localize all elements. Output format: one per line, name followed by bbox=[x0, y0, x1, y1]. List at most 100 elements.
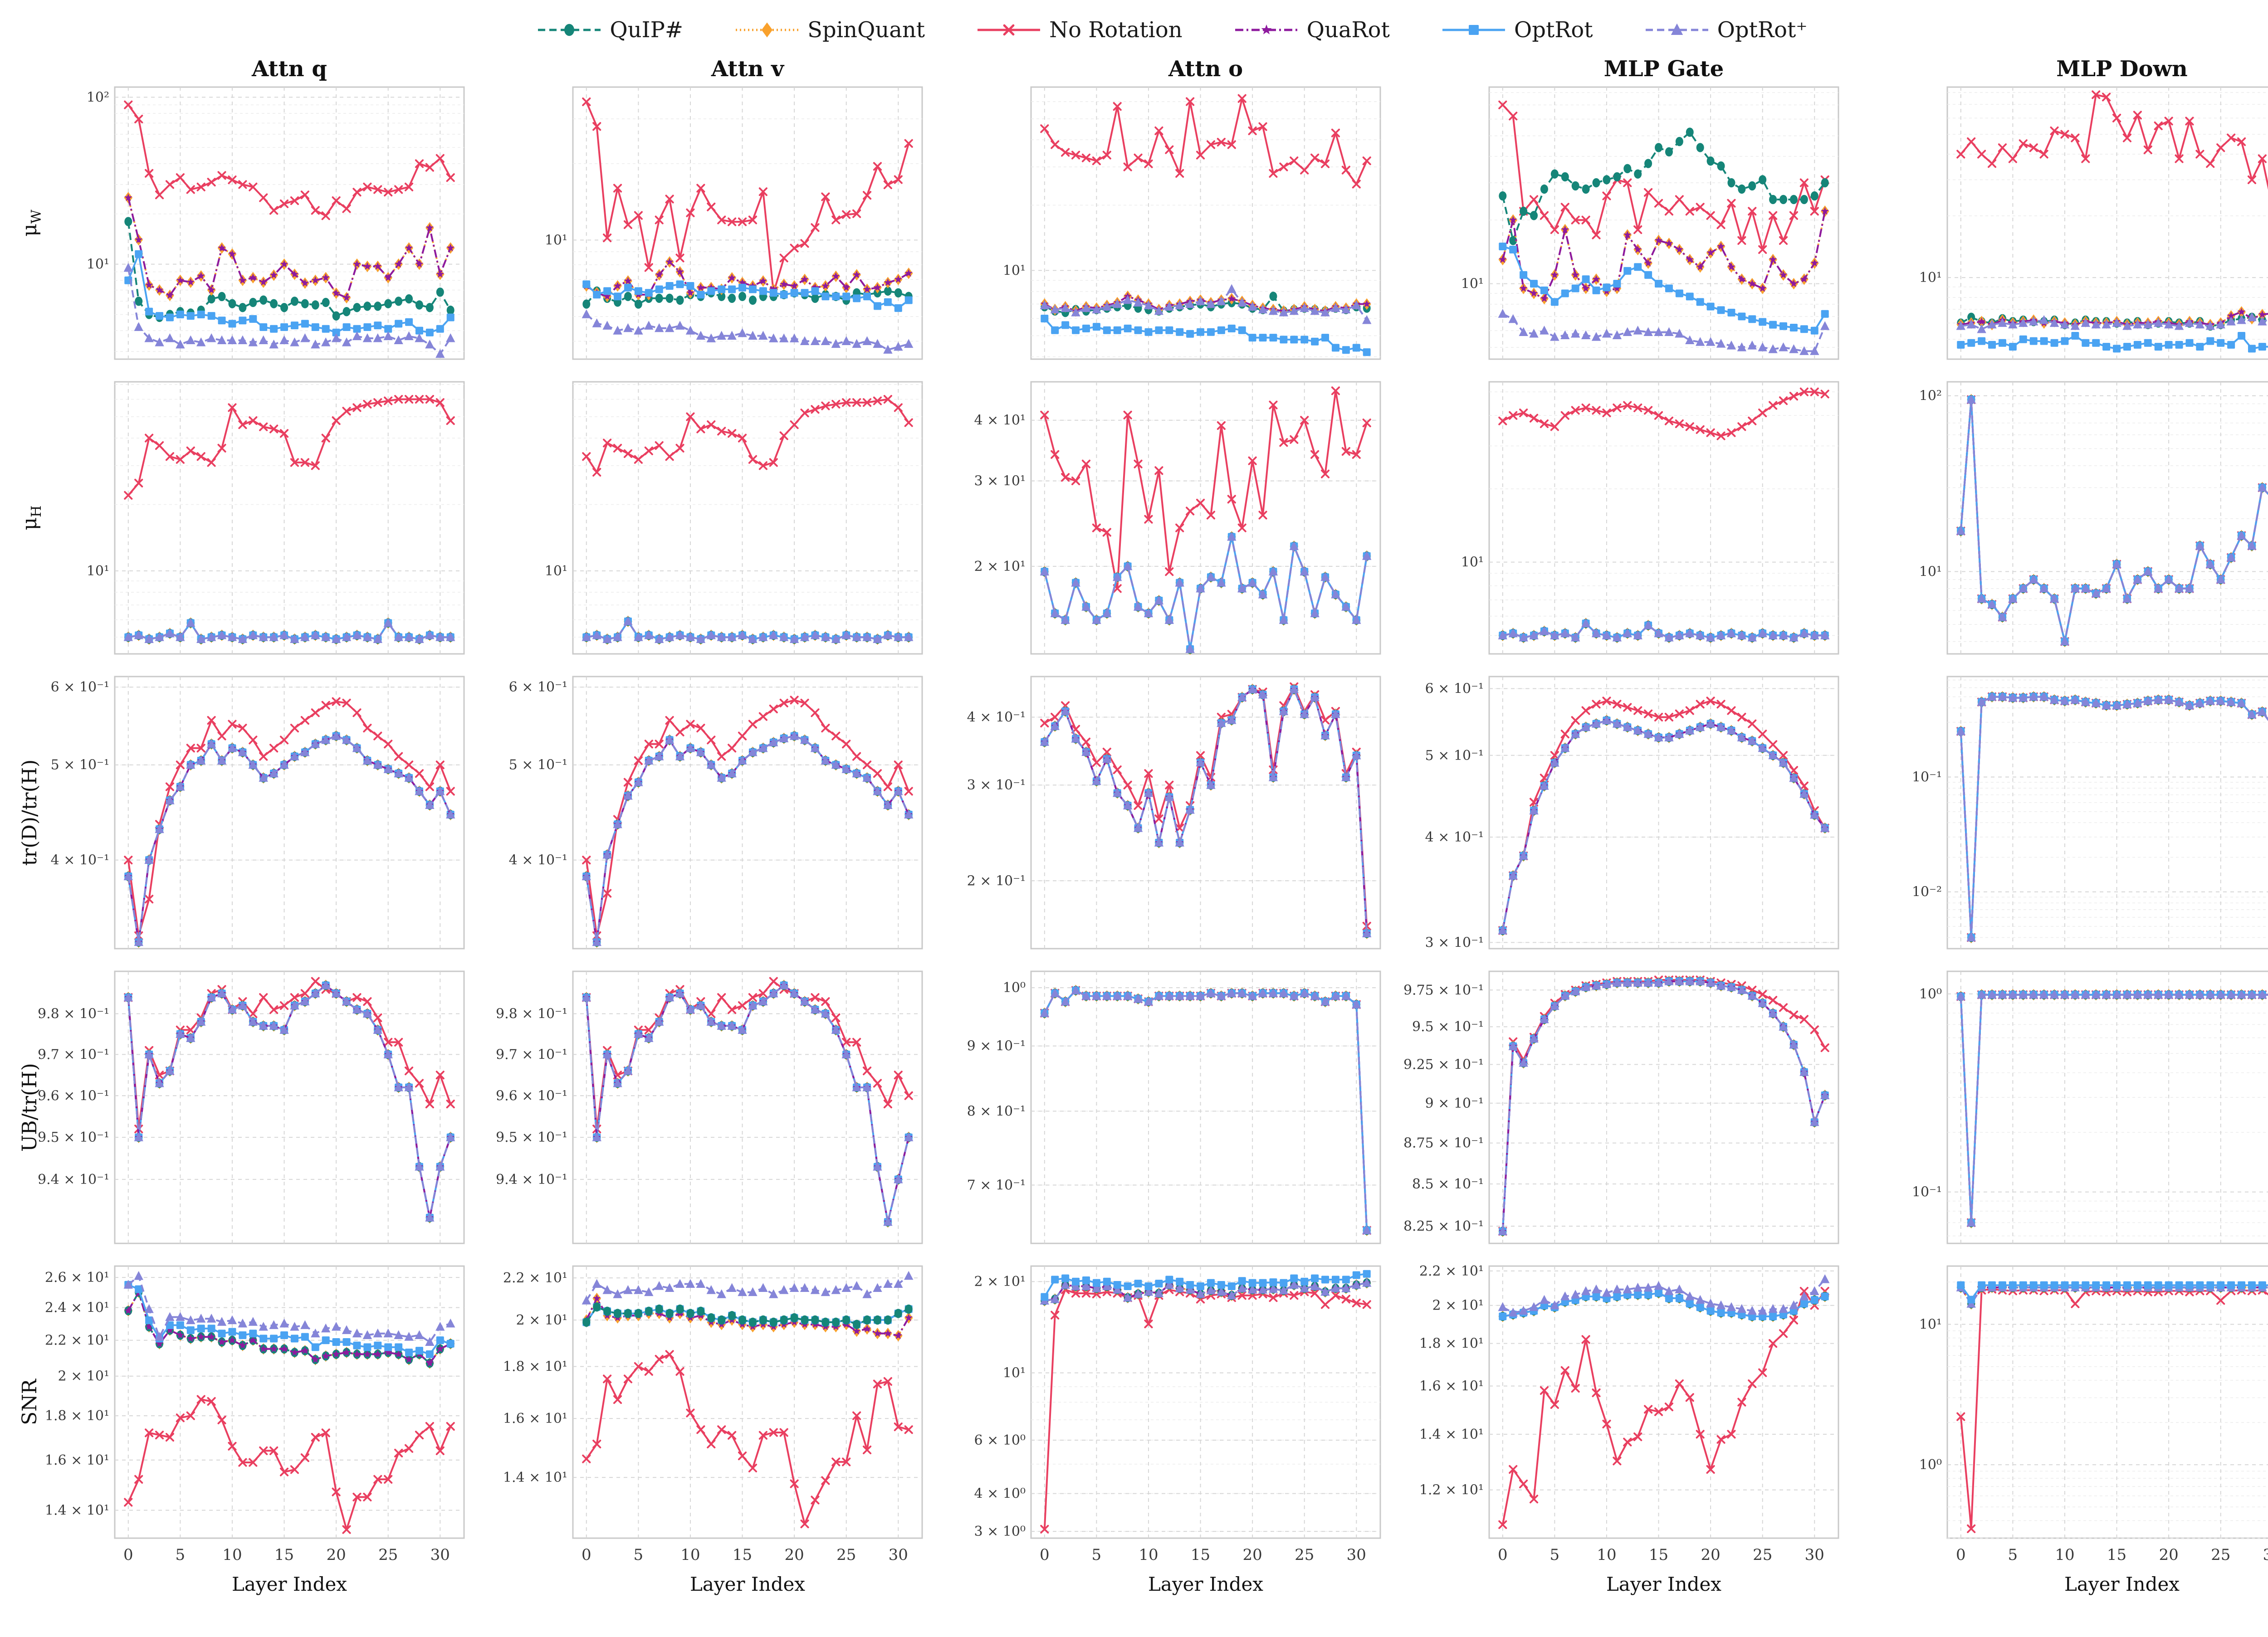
subplot-attn-v-snr: 2.2 × 10¹ 2 × 10¹ 1.8 × 10¹ 1.6 × 10¹ 1.4 × … bbox=[471, 1261, 929, 1601]
y-tick-label: 10¹ bbox=[545, 563, 567, 579]
y-tick-label: 9.6 × 10⁻¹ bbox=[38, 1088, 109, 1104]
y-tick-label: 10² bbox=[1919, 388, 1942, 404]
x-tick-label: 30 bbox=[889, 1546, 908, 1564]
y-tick-label: 10⁰ bbox=[1919, 986, 1942, 1002]
subplot-attn-o-ub_trh: 10⁰ 9 × 10⁻¹ 8 × 10⁻¹ 7 × 10⁻¹ bbox=[929, 966, 1387, 1261]
x-marker-icon bbox=[978, 24, 1041, 36]
subplot-canvas: 9.75 × 10⁻¹ 9.5 × 10⁻¹ 9.25 × 10⁻¹ 9 × 10⁻¹… bbox=[1403, 970, 1839, 1244]
x-tick-label: 30 bbox=[2263, 1546, 2268, 1564]
y-tick-label: 4 × 10⁻¹ bbox=[509, 853, 567, 868]
y-tick-label: 6 × 10⁻¹ bbox=[509, 679, 567, 695]
subplot-canvas: 6 × 10⁻¹ 5 × 10⁻¹ 4 × 10⁻¹ 3 × 10⁻¹ bbox=[1425, 676, 1839, 950]
subplot-canvas: 10⁻¹ 10⁻² bbox=[1912, 676, 2268, 950]
subplot-canvas: 10² 10¹ μW bbox=[18, 86, 465, 360]
x-tick-label: 5 bbox=[1092, 1546, 1102, 1564]
y-tick-label: 10⁰ bbox=[1003, 980, 1026, 996]
x-tick-label: 25 bbox=[378, 1546, 398, 1564]
y-tick-label: 9.4 × 10⁻¹ bbox=[496, 1172, 567, 1188]
y-tick-label: 6 × 10⁻¹ bbox=[51, 679, 109, 695]
y-tick-label: 8.75 × 10⁻¹ bbox=[1403, 1135, 1484, 1151]
subplot-attn-v-mu_w: Attn v 10¹ bbox=[471, 52, 929, 376]
x-tick-label: 0 bbox=[123, 1546, 133, 1564]
x-tick-label: 5 bbox=[634, 1546, 644, 1564]
y-tick-label: 4 × 10⁻¹ bbox=[1425, 829, 1484, 845]
y-tick-label: 2 × 10¹ bbox=[58, 1369, 110, 1384]
y-tick-label: 3 × 10⁻¹ bbox=[1425, 935, 1484, 950]
column-title: MLP Down bbox=[2056, 56, 2188, 82]
series-line-optrot- bbox=[1960, 994, 2268, 1224]
subplot-attn-v-mu_h: 10¹ bbox=[471, 376, 929, 671]
y-tick-label: 5 × 10⁻¹ bbox=[1425, 748, 1484, 764]
y-tick-label: 1.4 × 10¹ bbox=[503, 1470, 567, 1486]
x-tick-label: 30 bbox=[430, 1546, 450, 1564]
subplot-canvas: 10¹ bbox=[545, 86, 923, 360]
subplot-attn-o-snr: 2 × 10¹ 10¹ 6 × 10⁰ 4 × 10⁰ 3 × 10⁰ 0 5 10 15 20 2… bbox=[929, 1261, 1387, 1601]
y-tick-label: 2.6 × 10¹ bbox=[45, 1270, 109, 1286]
subplot-mlp-down-mu_h: 10² 10¹ bbox=[1845, 376, 2268, 671]
subplot-canvas: 2 × 10¹ 10¹ 6 × 10⁰ 4 × 10⁰ 3 × 10⁰ 0 5 10 15 20 2… bbox=[974, 1265, 1381, 1595]
x-axis-label: Layer Index bbox=[2064, 1573, 2180, 1595]
y-tick-label: 2 × 10¹ bbox=[1432, 1298, 1484, 1314]
y-tick-label: 9.7 × 10⁻¹ bbox=[38, 1047, 109, 1062]
subplot-canvas: 10¹ bbox=[1461, 381, 1839, 655]
subplot-canvas: 10² 10¹ bbox=[1919, 381, 2268, 655]
subplot-canvas: 10⁰ 9 × 10⁻¹ 8 × 10⁻¹ 7 × 10⁻¹ bbox=[967, 970, 1381, 1244]
y-tick-label: 9.25 × 10⁻¹ bbox=[1403, 1057, 1484, 1072]
series-line-no-rotation bbox=[585, 101, 910, 294]
x-tick-label: 0 bbox=[1498, 1546, 1508, 1564]
y-tick-label: 2 × 10⁻¹ bbox=[967, 873, 1026, 889]
x-tick-label: 10 bbox=[2055, 1546, 2074, 1564]
subplot-attn-q-trd_trh: 6 × 10⁻¹ 5 × 10⁻¹ 4 × 10⁻¹ tr(D)/tr(H) bbox=[13, 671, 471, 966]
subplot-mlp-down-trd_trh: 10⁻¹ 10⁻² bbox=[1845, 671, 2268, 966]
subplot-canvas: 4 × 10¹ 3 × 10¹ 2 × 10¹ bbox=[974, 381, 1381, 655]
y-tick-label: 10⁰ bbox=[1919, 1457, 1942, 1473]
series-line-no-rotation bbox=[127, 1398, 452, 1531]
x-tick-label: 20 bbox=[1701, 1546, 1720, 1564]
subplot-mlp-down-mu_w: MLP Down 10¹ bbox=[1845, 52, 2268, 376]
y-tick-label: 10² bbox=[87, 89, 109, 105]
subplot-canvas: 10¹ bbox=[1461, 86, 1839, 360]
subplot-attn-q-mu_w: Attn q 10² 10¹ μW bbox=[13, 52, 471, 376]
x-tick-label: 25 bbox=[1295, 1546, 1314, 1564]
x-tick-label: 15 bbox=[2107, 1546, 2126, 1564]
x-tick-label: 15 bbox=[274, 1546, 294, 1564]
y-tick-label: 1.8 × 10¹ bbox=[1419, 1336, 1484, 1352]
y-tick-label: 1.6 × 10¹ bbox=[503, 1411, 567, 1427]
y-tick-label: 9.5 × 10⁻¹ bbox=[496, 1130, 567, 1145]
y-tick-label: 10⁻² bbox=[1912, 884, 1942, 900]
x-tick-label: 30 bbox=[1347, 1546, 1366, 1564]
square-marker-icon bbox=[1442, 25, 1505, 35]
y-tick-label: 10⁻¹ bbox=[1912, 770, 1942, 785]
diamond-marker-icon bbox=[736, 22, 799, 38]
y-tick-label: 9.75 × 10⁻¹ bbox=[1403, 982, 1484, 998]
x-tick-label: 20 bbox=[784, 1546, 804, 1564]
chart-grid: Attn q 10² 10¹ μW Attn v 10¹ Attn o 10¹ MLP Gate… bbox=[0, 52, 2268, 1601]
subplot-mlp-gate-mu_h: 10¹ bbox=[1387, 376, 1845, 671]
x-tick-label: 10 bbox=[222, 1546, 242, 1564]
y-tick-label: 4 × 10⁰ bbox=[974, 1486, 1026, 1502]
subplot-attn-q-mu_h: 10¹ μH bbox=[13, 376, 471, 671]
row-label: UB/tr(H) bbox=[18, 1063, 41, 1152]
subplot-canvas: 6 × 10⁻¹ 5 × 10⁻¹ 4 × 10⁻¹ bbox=[509, 676, 923, 950]
y-tick-label: 2.4 × 10¹ bbox=[45, 1300, 109, 1316]
legend-label: OptRot bbox=[1514, 17, 1593, 43]
x-tick-label: 5 bbox=[2008, 1546, 2018, 1564]
y-tick-label: 5 × 10⁻¹ bbox=[509, 757, 567, 773]
x-tick-label: 30 bbox=[1805, 1546, 1824, 1564]
subplot-mlp-down-ub_trh: 10⁰ 10⁻¹ bbox=[1845, 966, 2268, 1261]
chart-row-3: 9.8 × 10⁻¹ 9.7 × 10⁻¹ 9.6 × 10⁻¹ 9.5 × 10⁻¹… bbox=[13, 966, 2268, 1261]
x-tick-label: 5 bbox=[1550, 1546, 1560, 1564]
x-axis-label: Layer Index bbox=[1606, 1573, 1721, 1595]
subplot-attn-o-mu_w: Attn o 10¹ bbox=[929, 52, 1387, 376]
legend-item-no-rotation: No Rotation bbox=[975, 17, 1183, 43]
y-tick-label: 9 × 10⁻¹ bbox=[967, 1038, 1026, 1054]
y-tick-label: 7 × 10⁻¹ bbox=[967, 1177, 1026, 1193]
subplot-mlp-down-snr: 10¹ 10⁰ 0 5 10 15 20 25 30 Layer Index bbox=[1845, 1261, 2268, 1601]
legend-label: OptRot⁺ bbox=[1717, 17, 1808, 43]
subplot-canvas: 2.6 × 10¹ 2.4 × 10¹ 2.2 × 10¹ 2 × 10¹ 1.8 × … bbox=[18, 1265, 465, 1595]
y-tick-label: 3 × 10⁰ bbox=[974, 1524, 1026, 1540]
y-tick-label: 4 × 10⁻¹ bbox=[51, 853, 109, 868]
series-line-optrot- bbox=[1501, 980, 1826, 1232]
y-tick-label: 1.4 × 10¹ bbox=[45, 1503, 109, 1519]
chart-row-4: 2.6 × 10¹ 2.4 × 10¹ 2.2 × 10¹ 2 × 10¹ 1.8 × … bbox=[13, 1261, 2268, 1601]
